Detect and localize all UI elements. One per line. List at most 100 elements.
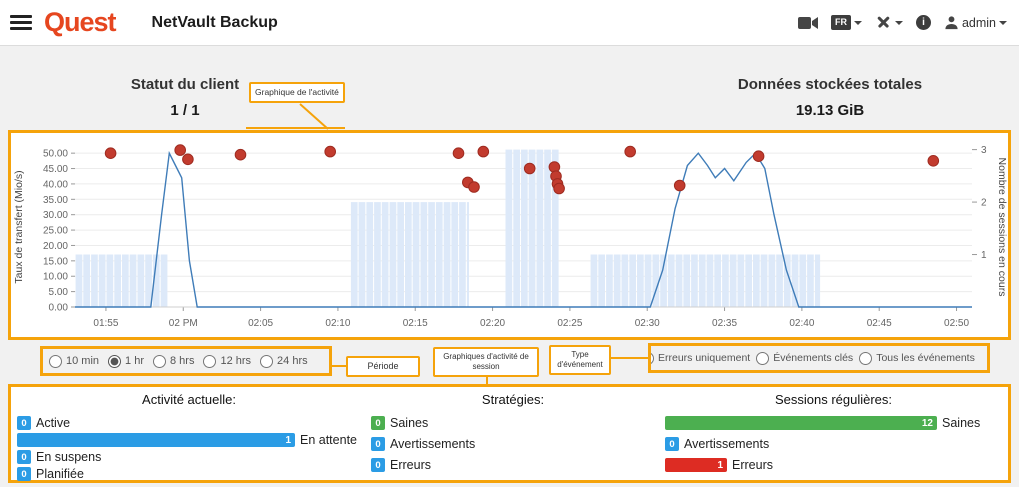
sessions-area-bar [536,149,544,307]
chevron-down-icon [999,20,1007,25]
sessions-area-bar [807,254,814,307]
event-marker[interactable] [553,182,565,195]
period-option-24-hrs[interactable]: 24 hrs [260,354,308,368]
event-marker[interactable] [104,147,117,160]
sessions-area-bar [152,254,160,307]
period-radio[interactable] [49,354,62,368]
info-icon[interactable]: i [915,15,931,30]
sessions-area-bar [737,254,745,307]
period-radio[interactable] [108,354,122,368]
event-marker[interactable] [468,181,480,193]
video-camera-icon[interactable] [797,16,818,30]
chevron-down-icon [853,20,862,25]
event-type-option-tous-les-v-nements[interactable]: Tous les événements [859,351,975,365]
status-row-label: Erreurs [390,458,431,472]
sessions-area-bar [521,149,528,307]
event-marker[interactable] [182,153,194,166]
sessions-area-bar [729,254,737,307]
status-count-badge: 0 [17,467,31,481]
y-left-tick: 0.00 [49,303,69,314]
sessions-area-bar [613,254,621,307]
period-radio[interactable] [153,354,166,368]
x-tick: 02:45 [867,318,892,329]
sessions-area-bar [366,202,374,307]
x-tick: 02:35 [712,318,737,329]
event-marker[interactable] [477,145,490,158]
tools-menu[interactable] [875,14,903,31]
event-marker[interactable] [523,162,536,175]
event-type-radio[interactable] [756,351,770,365]
status-row-label: Saines [942,416,981,430]
sessions-area-bar [637,254,644,307]
status-column: Activité actuelle: 0 Active 1 En attente 0 En … [13,392,365,484]
event-type-selector: Erreurs uniquement Événements clés Tous le… [648,343,990,373]
status-row: 0 Erreurs [371,458,659,472]
status-row: 0 Active [17,416,365,430]
status-count-badge: 0 [371,416,385,430]
period-option-1-hr[interactable]: 1 hr [108,354,144,368]
period-option-8-hrs[interactable]: 8 hrs [153,354,194,368]
status-count-badge: 0 [371,437,385,451]
sessions-area-bar [137,254,145,307]
status-count-badge: 0 [17,450,31,464]
x-tick: 02:20 [480,318,505,329]
status-row-label: En suspens [36,450,102,464]
event-marker[interactable] [174,144,186,156]
period-option-12-hrs[interactable]: 12 hrs [203,354,252,368]
sessions-area-bar [590,254,598,307]
sessions-area-bar [443,202,451,307]
event-marker[interactable] [673,179,686,192]
status-row-label: En attente [300,433,357,447]
sessions-area-bar [714,254,721,307]
status-row-label: Active [36,416,71,430]
period-option-10-min[interactable]: 10 min [49,354,99,368]
user-menu[interactable]: admin [944,15,1007,30]
y-left-tick: 35.00 [43,195,68,206]
x-tick: 02:40 [789,318,814,329]
sessions-area-bar [544,149,551,307]
app-title: NetVault Backup [151,13,278,31]
status-row: 0 Avertissements [665,437,1006,451]
event-marker[interactable] [752,150,765,163]
status-row: 1 En attente [17,433,365,447]
event-marker[interactable] [324,145,337,158]
event-type-radio[interactable] [651,351,654,365]
client-status-value: 1 / 1 [170,102,200,119]
sessions-area-bar [412,202,420,307]
callout-period: Période [346,356,420,378]
y-left-tick: 50.00 [43,149,68,160]
x-tick: 02:10 [325,318,350,329]
sessions-area-bar [783,254,791,307]
event-type-option-erreurs-uniquement[interactable]: Erreurs uniquement [651,351,750,365]
sessions-area-bar [358,202,366,307]
sessions-area-bar [466,202,469,307]
period-radio[interactable] [260,354,274,368]
event-type-option--v-nements-cl-s[interactable]: Événements clés [756,351,854,365]
stored-data-label: Données stockées totales [737,76,923,93]
sessions-area-bar [513,149,520,307]
y-left-tick: 30.00 [43,210,68,221]
radio-label: Événements clés [773,352,854,364]
event-marker[interactable] [234,148,247,161]
quest-logo: Quest [44,7,117,37]
event-marker[interactable] [624,145,637,158]
event-marker[interactable] [452,147,465,160]
sessions-area-bar [644,254,652,307]
client-status-label: Statut du client [130,76,240,93]
radio-label: 12 hrs [220,355,252,367]
language-menu[interactable]: FR [830,15,862,30]
radio-label: Tous les événements [876,352,975,364]
sessions-area-bar [551,149,559,307]
x-tick: 02:15 [403,318,428,329]
status-row-label: Avertissements [390,437,476,451]
status-row: 0 Saines [371,416,659,430]
status-summary-panel: Activité actuelle: 0 Active 1 En attente 0 En … [8,384,1011,483]
transfer-rate-line [75,150,972,308]
sessions-area-bar [98,254,106,307]
event-type-radio[interactable] [859,351,873,365]
menu-icon[interactable] [10,12,32,33]
event-marker[interactable] [927,155,940,167]
sessions-area-bar [606,254,613,307]
period-radio[interactable] [203,354,217,368]
y-right-axis-title: Nombre de sessions en cours [996,158,1008,297]
